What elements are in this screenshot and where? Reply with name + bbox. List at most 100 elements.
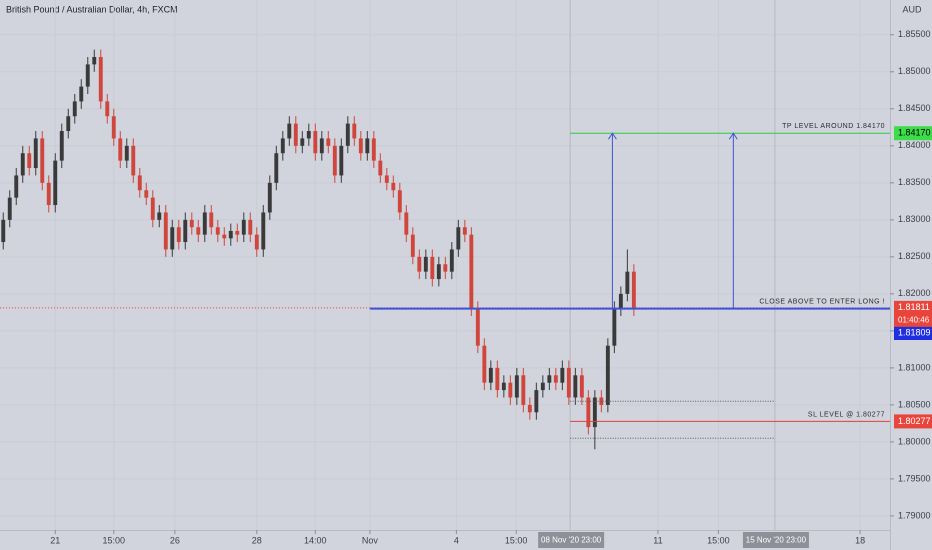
candle-body — [573, 375, 578, 398]
candle-body — [215, 227, 220, 235]
candle-body — [300, 138, 305, 146]
y-tick-label: 1.85500 — [898, 29, 931, 39]
candle-body — [46, 182, 51, 206]
candle-body — [540, 382, 545, 391]
x-tick-label: 14:00 — [304, 535, 327, 545]
y-tick-label: 1.79500 — [898, 473, 931, 483]
x-tick-label: 21 — [50, 535, 60, 545]
candle-body — [397, 190, 402, 213]
candle-body — [306, 131, 311, 139]
candle-body — [111, 116, 116, 139]
candle-body — [365, 138, 370, 154]
candle-body — [59, 131, 64, 161]
price-label: 1.81809 — [898, 327, 931, 337]
candle-body — [566, 367, 571, 398]
x-marker-box — [538, 532, 605, 548]
y-tick-label: 1.82500 — [898, 251, 931, 261]
candle-body — [482, 345, 487, 383]
y-tick-label: 1.83500 — [898, 177, 931, 187]
candle-body — [495, 367, 500, 391]
candle-body — [449, 249, 454, 272]
y-tick-label: 1.80500 — [898, 399, 931, 409]
candle-body — [176, 227, 181, 243]
candle-body — [92, 56, 97, 65]
candle-body — [124, 145, 129, 161]
candle-body — [430, 256, 435, 280]
candle-body — [410, 234, 415, 257]
candle-body — [326, 138, 331, 146]
candle-body — [33, 138, 38, 169]
candle-body — [209, 212, 214, 228]
x-marker-label: 15 Nov '20 23:00 — [746, 536, 807, 545]
level-text: SL LEVEL @ 1.80277 — [808, 411, 885, 418]
candle-body — [144, 190, 149, 198]
candle-body — [228, 230, 233, 239]
candle-body — [14, 175, 19, 198]
level-text: TP LEVEL AROUND 1.84170 — [782, 123, 885, 130]
x-marker-box — [742, 532, 809, 548]
candle-body — [332, 145, 337, 176]
candle-body — [40, 138, 45, 183]
x-marker-label: 08 Nov '20 23:00 — [541, 536, 602, 545]
candle-body — [189, 219, 194, 228]
candle-body — [157, 212, 162, 220]
candle-body — [521, 375, 526, 405]
candle-body — [53, 160, 58, 206]
price-label: 1.80277 — [898, 416, 931, 426]
candle-body — [436, 264, 441, 280]
candle-body — [462, 227, 467, 235]
candle-body — [423, 256, 428, 272]
arrow-head — [728, 132, 738, 140]
candle-body — [313, 131, 318, 154]
candle-body — [508, 382, 513, 398]
candle-body — [150, 197, 155, 220]
candle-body — [592, 397, 597, 428]
price-label-box — [894, 126, 932, 141]
y-tick-label: 1.84000 — [898, 140, 931, 150]
candle-body — [118, 138, 123, 161]
x-tick-label: 15:00 — [505, 535, 528, 545]
price-label: 1.84170 — [898, 128, 931, 138]
candle-body — [631, 271, 636, 308]
candle-body — [79, 86, 84, 102]
x-tick-label: 15:00 — [707, 535, 730, 545]
y-tick-label: 1.83000 — [898, 214, 931, 224]
chart-title: British Pound / Australian Dollar, 4h, F… — [6, 4, 178, 14]
candle-body — [163, 212, 168, 250]
y-tick-label: 1.84500 — [898, 103, 931, 113]
candle-body — [391, 182, 396, 191]
price-label-box — [894, 414, 932, 429]
candle-body — [274, 153, 279, 183]
candle-body — [85, 64, 90, 87]
candle-body — [66, 116, 71, 132]
currency-label: AUD — [902, 4, 922, 14]
candle-body — [404, 212, 409, 235]
candle-body — [560, 367, 565, 383]
candle-body — [586, 397, 591, 428]
candle-body — [183, 219, 188, 243]
y-tick-label: 1.85000 — [898, 66, 931, 76]
countdown: 01:40:46 — [898, 315, 930, 324]
candle-body — [534, 390, 539, 413]
candle-body — [345, 123, 350, 146]
candle-body — [202, 212, 207, 235]
candle-body — [222, 234, 227, 239]
candle-body — [358, 138, 363, 154]
candle-body — [599, 397, 604, 405]
x-tick-label: 15:00 — [103, 535, 126, 545]
candle-body — [267, 182, 272, 213]
candle-body — [241, 219, 246, 235]
candle-body — [488, 367, 493, 383]
countdown-box — [894, 313, 932, 327]
candle-body — [501, 382, 506, 391]
candle-body — [105, 101, 110, 117]
price-label-box — [894, 300, 932, 315]
candle-body — [443, 264, 448, 272]
candle-body — [131, 145, 136, 176]
x-tick-label: Nov — [362, 535, 379, 545]
candle-body — [475, 308, 480, 346]
x-tick-label: 4 — [454, 535, 459, 545]
candle-body — [417, 256, 422, 272]
price-label: 1.81811 — [898, 302, 930, 312]
